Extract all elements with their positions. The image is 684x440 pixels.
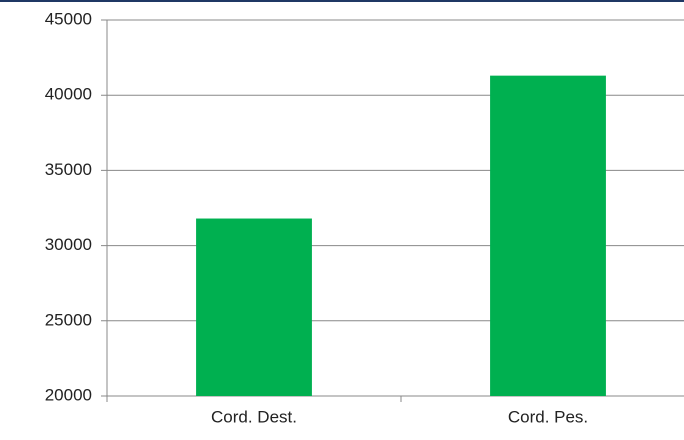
top-border xyxy=(0,0,684,2)
y-tick-label: 35000 xyxy=(45,160,92,179)
bar xyxy=(490,75,606,396)
y-tick-label: 20000 xyxy=(45,385,92,404)
x-tick-label: Cord. Pes. xyxy=(508,407,588,426)
x-tick-label: Cord. Dest. xyxy=(211,407,297,426)
y-tick-label: 45000 xyxy=(45,9,92,28)
y-tick-label: 40000 xyxy=(45,85,92,104)
y-tick-label: 25000 xyxy=(45,310,92,329)
y-tick-label: 30000 xyxy=(45,235,92,254)
bar xyxy=(196,218,312,396)
